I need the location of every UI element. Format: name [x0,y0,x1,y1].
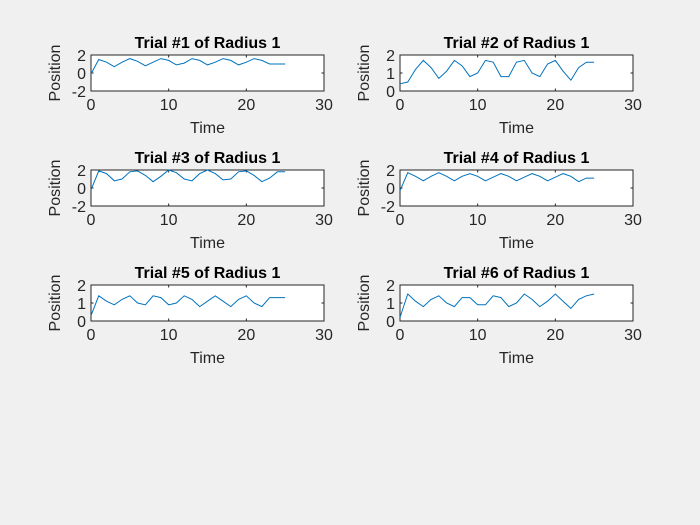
y-tick-label: -2 [381,199,395,216]
x-axis-label: Time [190,235,225,252]
y-tick-label: 2 [386,163,395,180]
x-axis-label: Time [190,120,225,137]
subplot-6: 0 10 20 30 012 Trial #6 of Radius 1 Time Positi… [356,265,642,367]
x-tick-label: 10 [469,327,487,344]
x-tick-label: 10 [160,97,178,114]
y-axis-label: Position [47,275,64,332]
x-tick-label: 0 [87,327,96,344]
y-tick-label: -2 [72,199,86,216]
y-tick-label: -2 [72,84,86,101]
series-line-1 [399,293,595,318]
y-tick-label: 2 [386,48,395,65]
series-line-1 [90,58,286,75]
y-tick-label: 0 [386,84,395,101]
subplot-5: 0 10 20 30 012 Trial #5 of Radius 1 Time Positi… [47,265,333,367]
y-axis-label: Position [356,160,373,217]
series-line-1 [399,172,595,191]
x-axis-label: Time [499,235,534,252]
subplot-title: Trial #2 of Radius 1 [444,35,590,52]
y-tick-label: 0 [386,181,395,198]
y-tick-label: 1 [386,296,395,313]
x-axis-label: Time [499,120,534,137]
y-tick-label: 0 [77,314,86,331]
x-tick-label: 20 [237,97,255,114]
subplot-title: Trial #6 of Radius 1 [444,265,590,282]
y-tick-label: 1 [386,66,395,83]
y-axis-label: Position [47,160,64,217]
x-tick-label: 10 [160,212,178,229]
subplot-title: Trial #4 of Radius 1 [444,150,590,167]
y-tick-label: 0 [77,181,86,198]
x-tick-label: 20 [546,97,564,114]
axes-box [90,169,325,207]
x-tick-label: 0 [87,212,96,229]
x-tick-label: 30 [624,97,642,114]
x-tick-label: 10 [160,327,178,344]
subplot-title: Trial #3 of Radius 1 [135,150,281,167]
x-tick-label: 20 [237,327,255,344]
x-tick-label: 20 [546,212,564,229]
x-axis-label: Time [190,350,225,367]
axes-box [90,54,325,92]
x-tick-label: 30 [315,97,333,114]
subplot-2: 0 10 20 30 012 Trial #2 of Radius 1 Time Positi… [356,35,642,137]
axes-box [90,284,325,322]
y-tick-label: 2 [77,48,86,65]
y-tick-label: 0 [77,66,86,83]
y-axis-label: Position [356,275,373,332]
series-line-1 [90,295,286,316]
x-tick-label: 0 [87,97,96,114]
x-tick-label: 10 [469,97,487,114]
x-tick-label: 20 [237,212,255,229]
y-tick-label: 2 [77,278,86,295]
x-tick-label: 30 [624,327,642,344]
x-tick-label: 30 [315,327,333,344]
y-tick-label: 2 [77,163,86,180]
x-axis-label: Time [499,350,534,367]
series-line-1 [399,59,595,85]
y-tick-label: 0 [386,314,395,331]
y-tick-label: 1 [77,296,86,313]
y-tick-label: 2 [386,278,395,295]
y-axis-label: Position [356,45,373,102]
x-tick-label: 30 [624,212,642,229]
y-axis-label: Position [47,45,64,102]
x-tick-label: 30 [315,212,333,229]
subplot-title: Trial #1 of Radius 1 [135,35,281,52]
series-line-1 [90,169,286,190]
x-tick-label: 0 [396,97,405,114]
x-tick-label: 20 [546,327,564,344]
subplot-title: Trial #5 of Radius 1 [135,265,281,282]
axes-box [399,169,634,207]
x-tick-label: 0 [396,212,405,229]
x-tick-label: 0 [396,327,405,344]
x-tick-label: 10 [469,212,487,229]
